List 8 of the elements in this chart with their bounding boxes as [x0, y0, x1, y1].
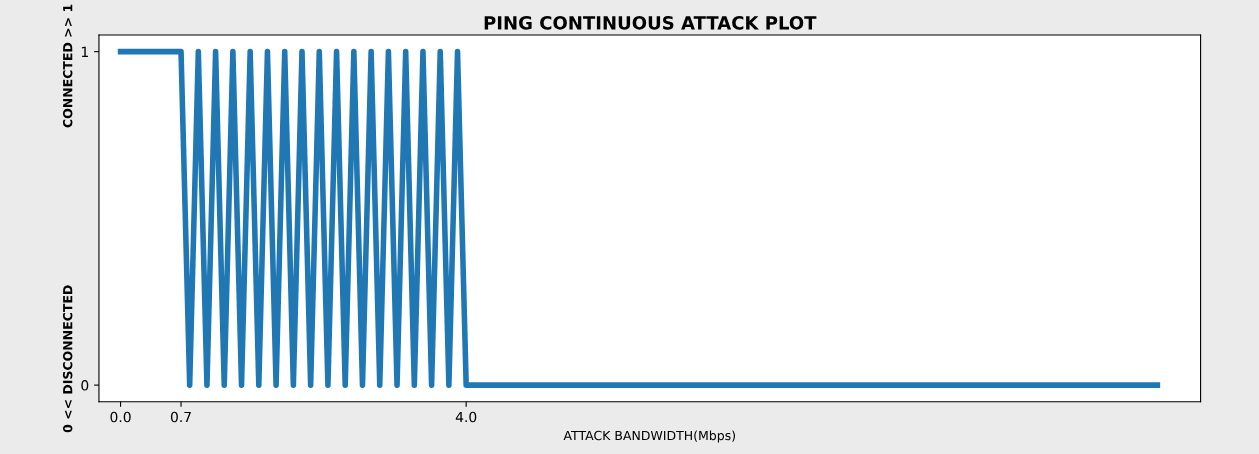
y-tick-label: 1 [81, 46, 88, 57]
x-axis-title: ATTACK BANDWIDTH(Mbps) [563, 430, 736, 443]
y-axis-title: 0 << DISCONNECTED CONNECTED >> 1 [62, 4, 73, 433]
chart-title: PING CONTINUOUS ATTACK PLOT [484, 16, 817, 30]
y-tick-label: 0 [81, 380, 89, 391]
x-tick-label: 0.7 [170, 411, 191, 423]
x-tick-label: 0.0 [110, 411, 131, 423]
x-tick-label: 4.0 [455, 411, 477, 423]
